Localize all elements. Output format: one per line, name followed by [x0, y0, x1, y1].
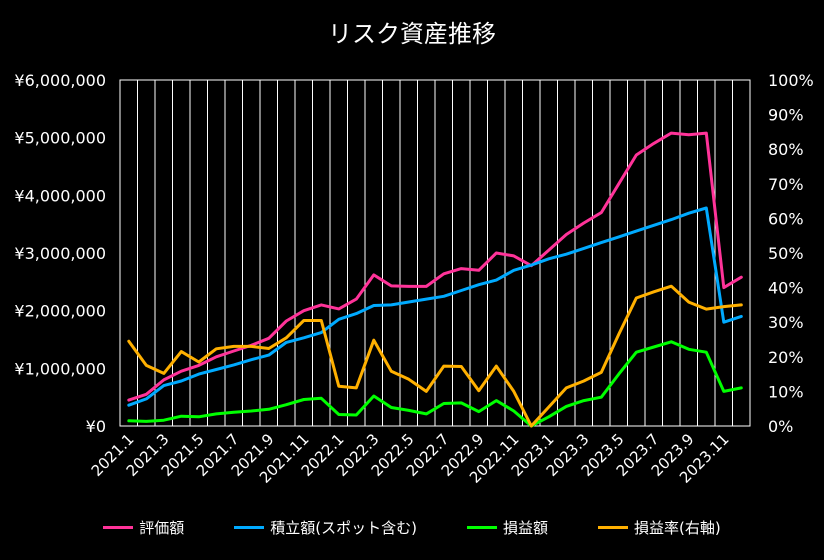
y-right-tick-label: 70%: [768, 175, 804, 194]
y-right-tick-label: 60%: [768, 209, 804, 228]
y-right-axis: 0% 10% 20% 30% 40% 50% 60% 70% 80% 90% 100%: [768, 71, 814, 436]
y-left-tick-label: ¥2,000,000: [14, 302, 106, 321]
legend: 評価額 積立額(スポット含む) 損益額 損益率(右軸): [0, 516, 824, 538]
legend-item: 損益額: [467, 516, 548, 538]
legend-swatch: [467, 525, 497, 529]
y-left-axis: ¥0 ¥1,000,000 ¥2,000,000 ¥3,000,000 ¥4,000,0…: [14, 71, 106, 436]
legend-item: 積立額(スポット含む): [234, 516, 417, 538]
plot-area-border: [119, 79, 751, 427]
legend-swatch: [103, 525, 134, 529]
legend-label: 積立額(スポット含む): [270, 518, 417, 537]
y-left-tick-label: ¥0: [86, 417, 106, 436]
legend-swatch: [598, 525, 629, 529]
y-left-tick-label: ¥3,000,000: [14, 244, 106, 263]
grid-lines: [137, 80, 733, 426]
y-right-tick-label: 80%: [768, 140, 804, 159]
y-left-tick-label: ¥5,000,000: [14, 129, 106, 148]
legend-swatch: [234, 525, 265, 529]
y-right-tick-label: 20%: [768, 348, 804, 367]
y-left-tick-label: ¥1,000,000: [14, 359, 106, 378]
chart-plot: ¥0 ¥1,000,000 ¥2,000,000 ¥3,000,000 ¥4,000,0…: [14, 71, 814, 487]
y-right-tick-label: 10%: [768, 382, 804, 401]
plot-border: [119, 79, 751, 427]
y-left-tick-label: ¥4,000,000: [14, 186, 106, 205]
y-right-tick-label: 50%: [768, 244, 804, 263]
x-axis: 2021.12021.32021.52021.72021.92021.11202…: [88, 430, 733, 487]
legend-item: 損益率(右軸): [598, 516, 721, 538]
legend-label: 評価額: [139, 518, 185, 537]
y-right-tick-label: 100%: [768, 71, 814, 90]
legend-label: 損益率(右軸): [634, 518, 721, 537]
y-right-tick-label: 40%: [768, 279, 804, 298]
series-line-損益率(右軸): [127, 284, 743, 428]
series-line-損益額: [127, 340, 743, 428]
y-right-tick-label: 0%: [768, 417, 793, 436]
y-right-tick-label: 30%: [768, 313, 804, 332]
y-right-tick-label: 90%: [768, 106, 804, 125]
series-lines: [127, 131, 743, 428]
chart-title: リスク資産推移: [328, 20, 496, 48]
y-left-tick-label: ¥6,000,000: [14, 71, 106, 90]
legend-label: 損益額: [503, 518, 549, 537]
legend-item: 評価額: [103, 516, 184, 538]
series-line-積立額(スポット含む): [127, 206, 743, 407]
series-line-評価額: [127, 131, 743, 402]
